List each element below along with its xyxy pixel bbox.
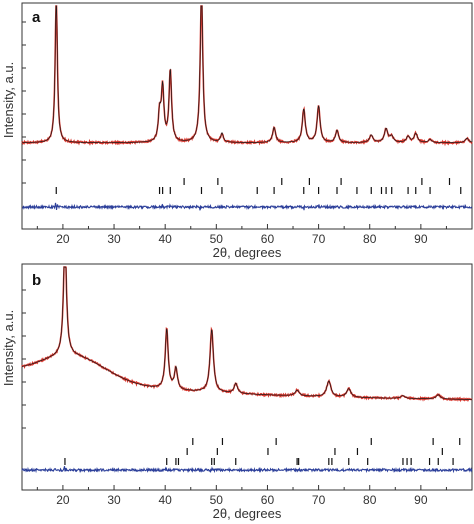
panel-b-y-axis-label: Intensity, a.u. — [1, 310, 16, 386]
x-tick-label-40: 40 — [159, 493, 173, 507]
x-tick-label-70: 70 — [312, 232, 326, 246]
x-tick-label-90: 90 — [414, 493, 428, 507]
x-tick-label-60: 60 — [261, 232, 275, 246]
x-tick-label-60: 60 — [261, 493, 275, 507]
panel-a-bragg-markers — [55, 178, 462, 194]
panel-b-y-ticks — [22, 289, 26, 429]
x-tick-label-30: 30 — [107, 232, 121, 246]
panel-a-frame — [21, 2, 473, 230]
x-tick-label-20: 20 — [56, 493, 70, 507]
panel-a-label: a — [32, 9, 41, 26]
panel-b-x-axis-label: 2θ, degrees — [213, 506, 282, 521]
panel-b-observed-curve — [21, 266, 473, 403]
panel-b-calculated-curve — [21, 266, 472, 400]
panel-a-difference-curve — [21, 202, 473, 211]
x-tick-label-30: 30 — [107, 493, 121, 507]
x-tick-label-80: 80 — [363, 493, 377, 507]
panel-b-frame — [21, 263, 473, 491]
panel-a-x-axis-label: 2θ, degrees — [213, 245, 282, 260]
x-tick-label-50: 50 — [210, 232, 224, 246]
panel-b: b Intensity, a.u. 20 30 40 50 60 70 80 90 2θ, d… — [1, 263, 473, 521]
x-tick-label-70: 70 — [312, 493, 326, 507]
panel-a-calculated-curve — [22, 5, 473, 143]
panel-a-observed-curve — [21, 5, 473, 147]
panel-a: a Intensity, a.u. 20 30 40 50 60 70 80 90 2θ, d… — [1, 2, 473, 260]
panel-b-x-ticks: 20 30 40 50 60 70 80 90 — [36, 485, 447, 507]
x-tick-label-50: 50 — [210, 493, 224, 507]
panel-a-y-ticks — [22, 21, 26, 184]
panel-b-difference-curve — [21, 466, 473, 474]
x-tick-label-80: 80 — [363, 232, 377, 246]
x-tick-label-20: 20 — [56, 232, 70, 246]
x-tick-label-40: 40 — [159, 232, 173, 246]
panel-b-label: b — [32, 272, 41, 289]
panel-a-x-ticks: 20 30 40 50 60 70 80 90 — [36, 224, 447, 246]
panel-a-y-axis-label: Intensity, a.u. — [1, 62, 16, 138]
panel-b-bragg-markers — [64, 438, 461, 465]
x-tick-label-90: 90 — [414, 232, 428, 246]
